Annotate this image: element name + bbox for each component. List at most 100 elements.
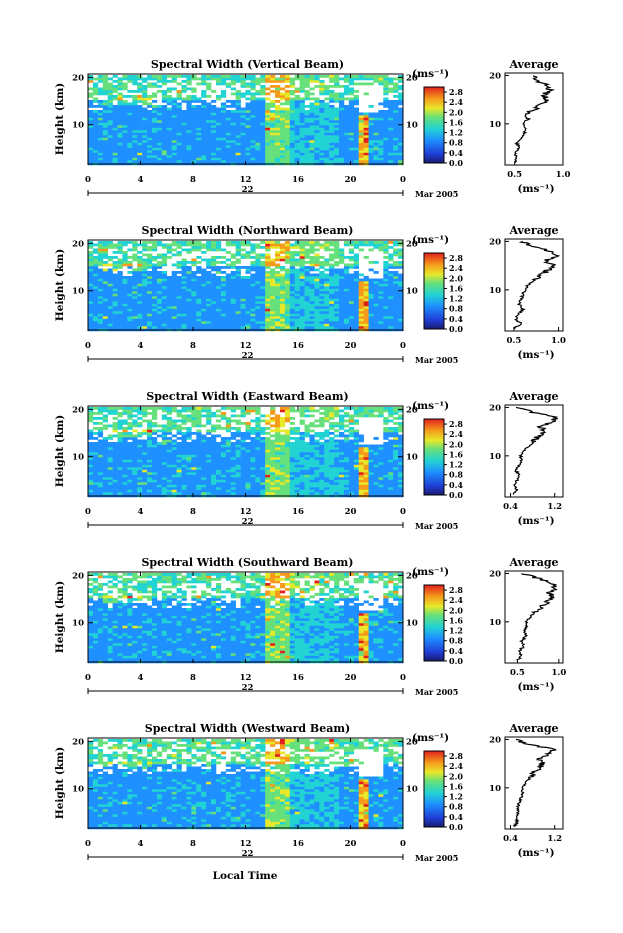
heatmap-cell — [378, 281, 383, 284]
heatmap-cell — [196, 115, 201, 118]
heatmap-cell — [172, 120, 177, 123]
heatmap-cell — [364, 284, 369, 287]
heatmap-cell — [196, 281, 201, 284]
heatmap-cell — [314, 316, 319, 319]
heatmap-cell — [216, 301, 221, 304]
heatmap-cell — [319, 246, 324, 249]
heatmap-cell — [132, 442, 137, 445]
heatmap-cell — [113, 128, 118, 131]
heatmap-cell — [108, 88, 113, 91]
heatmap-cell — [369, 123, 374, 126]
heatmap-cell — [309, 88, 314, 91]
heatmap-cell — [172, 110, 177, 113]
heatmap-cell — [393, 249, 398, 252]
heatmap-cell — [275, 286, 280, 289]
heatmap-cell — [167, 115, 172, 118]
heatmap-cell — [216, 95, 221, 98]
heatmap-cell — [211, 475, 216, 478]
heatmap-cell — [255, 261, 260, 264]
heatmap-cell — [137, 460, 142, 463]
heatmap-cell — [206, 417, 211, 420]
heatmap-cell — [186, 447, 191, 450]
heatmap-cell — [305, 269, 310, 272]
heatmap-cell — [162, 480, 167, 483]
heatmap-cell — [201, 128, 206, 131]
heatmap-cell — [393, 274, 398, 277]
heatmap-cell — [280, 284, 285, 287]
heatmap-cell — [369, 140, 374, 143]
heatmap-cell — [265, 246, 270, 249]
heatmap-cell — [305, 241, 310, 244]
heatmap-cell — [285, 259, 290, 262]
heatmap-cell — [260, 309, 265, 312]
heatmap-cell — [206, 160, 211, 163]
heatmap-cell — [250, 103, 255, 106]
heatmap-cell — [354, 118, 359, 121]
heatmap-cell — [231, 100, 236, 103]
heatmap-cell — [255, 301, 260, 304]
heatmap-cell — [280, 291, 285, 294]
heatmap-cell — [177, 75, 182, 78]
heatmap-cell — [329, 93, 334, 96]
heatmap-cell — [162, 115, 167, 118]
heatmap-cell — [186, 427, 191, 430]
heatmap-cell — [108, 314, 113, 317]
heatmap-cell — [167, 445, 172, 448]
heatmap-cell — [211, 118, 216, 121]
heatmap-cell — [162, 467, 167, 470]
heatmap-cell — [300, 108, 305, 111]
heatmap-cell — [201, 276, 206, 279]
heatmap-cell — [359, 279, 364, 282]
heatmap-cell — [147, 420, 152, 423]
heatmap-cell — [373, 140, 378, 143]
heatmap-cell — [329, 98, 334, 101]
heatmap-cell — [388, 160, 393, 163]
heatmap-cell — [275, 304, 280, 307]
heatmap-cell — [290, 155, 295, 158]
heatmap-cell — [354, 266, 359, 269]
heatmap-cell — [216, 306, 221, 309]
heatmap-cell — [378, 311, 383, 314]
heatmap-cell — [378, 319, 383, 322]
heatmap-cell — [201, 445, 206, 448]
heatmap-cell — [206, 410, 211, 413]
heatmap-cell — [201, 304, 206, 307]
heatmap-cell — [334, 321, 339, 324]
heatmap-cell — [383, 93, 388, 96]
heatmap-cell — [309, 241, 314, 244]
heatmap-cell — [305, 289, 310, 292]
heatmap-cell — [270, 306, 275, 309]
heatmap-cell — [349, 90, 354, 93]
heatmap-cell — [206, 110, 211, 113]
heatmap-cell — [309, 316, 314, 319]
heatmap-cell — [344, 296, 349, 299]
heatmap-cell — [196, 447, 201, 450]
heatmap-cell — [280, 321, 285, 324]
heatmap-cell — [265, 120, 270, 123]
heatmap-cell — [295, 294, 300, 297]
heatmap-cell — [211, 120, 216, 123]
heatmap-cell — [300, 115, 305, 118]
heatmap-cell — [127, 160, 132, 163]
heatmap-cell — [246, 110, 251, 113]
heatmap-cell — [354, 120, 359, 123]
heatmap-cell — [393, 85, 398, 88]
heatmap-cell — [246, 319, 251, 322]
y-tick-label: 10 — [72, 287, 84, 297]
heatmap-cell — [344, 291, 349, 294]
heatmap-cell — [255, 291, 260, 294]
heatmap-cell — [255, 110, 260, 113]
heatmap-cell — [344, 316, 349, 319]
heatmap-cell — [241, 319, 246, 322]
heatmap-cell — [290, 319, 295, 322]
heatmap-cell — [177, 143, 182, 146]
heatmap-cell — [349, 158, 354, 161]
heatmap-cell — [93, 412, 98, 415]
heatmap-cell — [157, 299, 162, 302]
heatmap-cell — [88, 435, 93, 438]
heatmap-cell — [265, 244, 270, 247]
heatmap-cell — [93, 83, 98, 86]
heatmap-cell — [191, 249, 196, 252]
heatmap-cell — [236, 284, 241, 287]
